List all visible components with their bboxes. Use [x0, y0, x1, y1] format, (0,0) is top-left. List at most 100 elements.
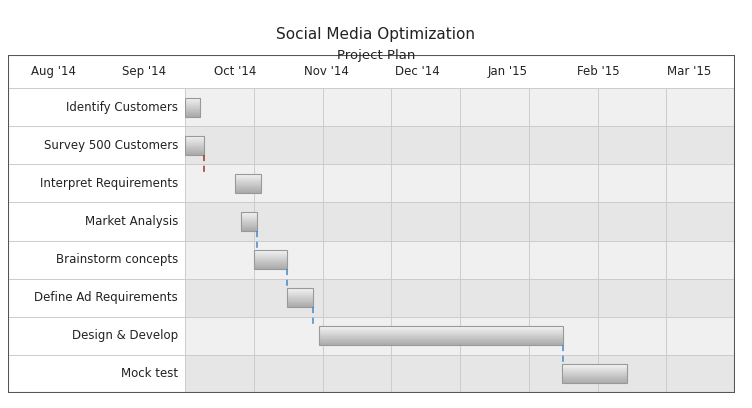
Bar — [319, 334, 563, 335]
Bar — [185, 110, 200, 111]
Bar — [235, 190, 261, 191]
Bar — [185, 88, 735, 126]
Bar — [253, 250, 287, 269]
Bar — [319, 332, 563, 333]
Bar — [562, 382, 627, 383]
Text: Project Plan: Project Plan — [337, 49, 415, 62]
Bar — [241, 218, 256, 219]
Bar — [287, 303, 313, 304]
Bar — [185, 140, 205, 141]
Bar — [241, 221, 256, 222]
Text: Identify Customers: Identify Customers — [66, 100, 178, 113]
Bar — [185, 202, 735, 240]
Bar — [253, 259, 287, 260]
Bar — [253, 262, 287, 263]
Bar — [253, 261, 287, 262]
Bar — [253, 258, 287, 259]
Bar — [185, 149, 205, 150]
Bar — [562, 367, 627, 368]
Bar — [241, 230, 256, 231]
Bar — [253, 254, 287, 255]
Bar — [562, 365, 627, 366]
Bar — [185, 114, 200, 115]
Bar — [185, 142, 205, 143]
Bar — [562, 383, 627, 384]
Text: Nov '14: Nov '14 — [304, 65, 348, 78]
Bar — [287, 291, 313, 292]
Bar — [319, 337, 563, 338]
Bar — [287, 304, 313, 305]
Bar — [319, 336, 563, 337]
Bar — [235, 184, 261, 185]
Text: Feb '15: Feb '15 — [578, 65, 620, 78]
Bar — [253, 260, 287, 261]
Bar — [241, 213, 256, 214]
Bar — [319, 326, 563, 345]
Bar — [185, 98, 200, 99]
Bar — [287, 299, 313, 300]
Bar — [185, 98, 200, 117]
Text: Design & Develop: Design & Develop — [71, 329, 178, 342]
Bar — [562, 377, 627, 378]
Bar — [241, 225, 256, 226]
Bar — [185, 240, 735, 279]
Bar — [562, 379, 627, 380]
Bar — [185, 138, 205, 139]
Bar — [185, 154, 205, 155]
Bar — [562, 375, 627, 376]
Text: Aug '14: Aug '14 — [31, 65, 76, 78]
Bar — [562, 371, 627, 372]
Bar — [235, 178, 261, 179]
Bar — [287, 305, 313, 306]
Bar — [185, 113, 200, 114]
Text: Jan '15: Jan '15 — [488, 65, 528, 78]
Bar — [235, 174, 261, 193]
Bar — [562, 372, 627, 373]
Bar — [185, 355, 735, 393]
Bar — [185, 136, 205, 137]
Bar — [235, 182, 261, 183]
Bar — [319, 343, 563, 344]
Bar — [185, 152, 205, 153]
Bar — [235, 174, 261, 175]
Bar — [287, 302, 313, 303]
Text: Oct '14: Oct '14 — [214, 65, 256, 78]
Bar — [185, 137, 205, 138]
Bar — [287, 292, 313, 293]
Bar — [319, 340, 563, 341]
Bar — [185, 102, 200, 103]
Bar — [253, 267, 287, 268]
Text: Mock test: Mock test — [121, 368, 178, 380]
Bar — [235, 185, 261, 186]
Bar — [253, 265, 287, 266]
Bar — [241, 216, 256, 217]
Text: Dec '14: Dec '14 — [395, 65, 439, 78]
Bar — [185, 108, 200, 109]
Bar — [241, 222, 256, 223]
Bar — [287, 306, 313, 307]
Text: Mar '15: Mar '15 — [668, 65, 711, 78]
Bar — [241, 220, 256, 221]
Bar — [319, 328, 563, 329]
Bar — [562, 380, 627, 381]
Bar — [185, 164, 735, 202]
Bar — [185, 145, 205, 146]
Bar — [185, 146, 205, 147]
Bar — [235, 176, 261, 177]
Bar — [319, 344, 563, 345]
Bar — [241, 228, 256, 229]
Bar — [319, 335, 563, 336]
Bar — [185, 105, 200, 106]
Bar — [185, 153, 205, 154]
Bar — [287, 293, 313, 294]
Bar — [287, 294, 313, 295]
Bar — [185, 116, 200, 117]
Bar — [185, 103, 200, 104]
Bar — [562, 366, 627, 367]
Bar — [287, 301, 313, 302]
Bar — [185, 317, 735, 355]
Text: Sep '14: Sep '14 — [123, 65, 166, 78]
Bar — [241, 212, 256, 213]
Bar — [185, 106, 200, 107]
Bar — [185, 126, 735, 164]
